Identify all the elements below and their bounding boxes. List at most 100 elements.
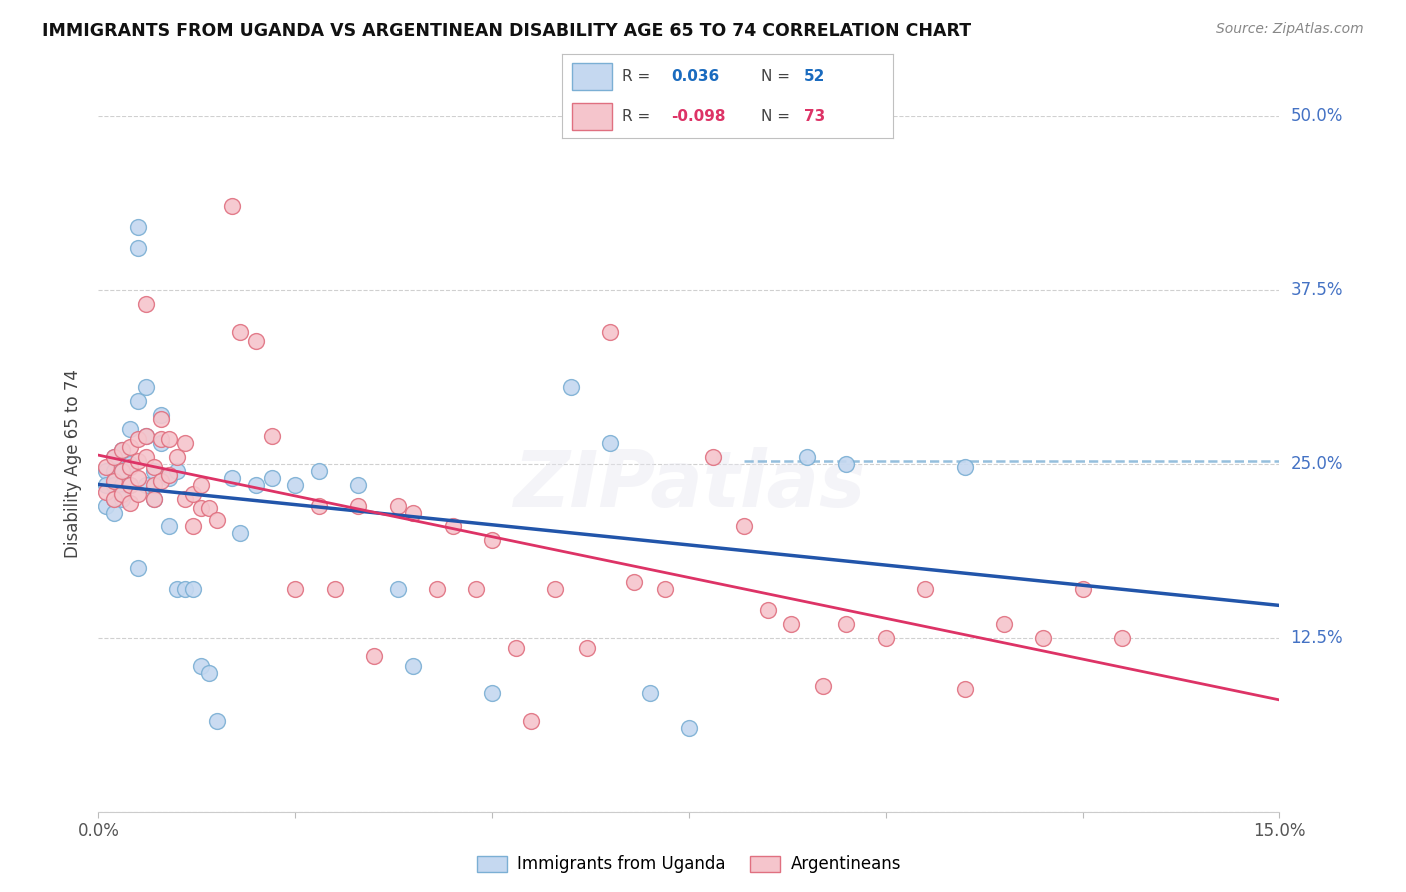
Point [875,631,897,645]
Point [229,325,252,339]
Point [135,429,157,443]
Point [96,499,118,513]
Point [127,487,149,501]
Point [174,582,197,596]
Point [544,582,567,596]
Point [953,682,976,697]
Text: 25.0%: 25.0% [1291,455,1343,473]
Point [229,526,252,541]
Point [96,464,118,478]
Point [796,450,818,464]
Point [402,658,425,673]
Point [118,422,141,436]
Point [166,582,188,596]
Point [426,582,449,596]
Point [111,487,134,501]
Point [174,436,197,450]
Point [118,459,141,474]
Point [127,241,149,255]
Point [150,412,173,426]
Point [323,582,346,596]
Text: IMMIGRANTS FROM UGANDA VS ARGENTINEAN DISABILITY AGE 65 TO 74 CORRELATION CHART: IMMIGRANTS FROM UGANDA VS ARGENTINEAN DI… [42,22,972,40]
Point [221,199,243,213]
Point [221,471,243,485]
Point [142,459,165,474]
Point [127,454,149,468]
Point [441,519,464,533]
Point [157,432,180,446]
Point [1111,631,1133,645]
Point [363,648,385,663]
Point [481,533,503,548]
Point [118,496,141,510]
Point [205,512,228,526]
Point [284,477,307,491]
Point [111,464,134,478]
Point [166,464,188,478]
Point [135,450,157,464]
Point [993,616,1015,631]
Text: 37.5%: 37.5% [1291,281,1343,299]
Point [481,686,503,700]
Point [402,506,425,520]
Point [387,499,409,513]
Point [103,450,125,464]
Point [127,220,149,235]
Point [157,519,180,533]
Y-axis label: Disability Age 65 to 74: Disability Age 65 to 74 [65,369,83,558]
Point [190,477,212,491]
Point [654,582,676,596]
Point [111,491,134,506]
Point [190,501,212,516]
Point [127,394,149,409]
Point [308,464,330,478]
Point [560,380,582,394]
Point [465,582,488,596]
Text: ZIPatlas: ZIPatlas [513,447,865,523]
Point [780,616,803,631]
Point [702,450,724,464]
Point [118,440,141,454]
Point [197,665,219,680]
Point [142,477,165,491]
Point [103,464,125,478]
Point [157,467,180,482]
Point [347,477,370,491]
Text: Source: ZipAtlas.com: Source: ZipAtlas.com [1216,22,1364,37]
Point [308,499,330,513]
Point [135,477,157,491]
Point [135,297,157,311]
Point [1071,582,1094,596]
Point [142,491,165,506]
Point [135,429,157,443]
Point [103,477,125,491]
Point [205,714,228,729]
Point [245,334,267,349]
Point [260,471,283,485]
Point [733,519,755,533]
Point [103,506,125,520]
Point [111,464,134,478]
Point [575,640,598,655]
Point [103,491,125,506]
Point [811,680,834,694]
Point [111,442,134,457]
Point [174,491,197,506]
Point [150,408,173,422]
Text: R =: R = [621,109,650,124]
Point [96,477,118,491]
Point [284,582,307,596]
Point [756,603,779,617]
Point [157,471,180,485]
Point [190,658,212,673]
Point [111,442,134,457]
Point [835,616,858,631]
Text: 52: 52 [804,69,825,84]
Point [142,464,165,478]
Point [623,575,645,590]
Point [599,436,621,450]
Text: -0.098: -0.098 [672,109,725,124]
Point [150,432,173,446]
Point [150,436,173,450]
Point [103,450,125,464]
